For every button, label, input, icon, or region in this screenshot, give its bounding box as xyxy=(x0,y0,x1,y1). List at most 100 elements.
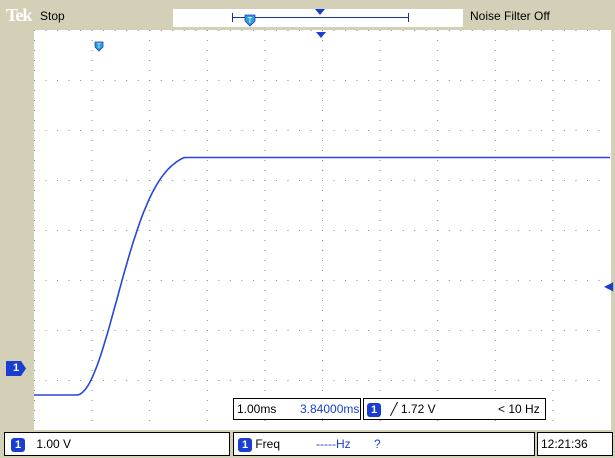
channel-badge: 1 xyxy=(11,437,25,452)
grid-dot xyxy=(149,90,151,91)
grid-dot xyxy=(552,320,554,321)
grid-dot xyxy=(103,330,105,331)
grid-dot xyxy=(552,70,554,71)
grid-dot xyxy=(552,200,554,201)
grid-dot xyxy=(586,80,588,81)
grid-dot xyxy=(379,50,381,51)
grid-dot xyxy=(529,130,531,131)
grid-dot xyxy=(298,380,300,381)
grid-dot xyxy=(322,160,323,161)
grid-dot xyxy=(552,280,554,281)
grid-dot xyxy=(379,290,381,291)
grid-dot xyxy=(91,370,93,371)
trigger-readout[interactable]: 1 ╱ 1.72 V < 10 Hz xyxy=(363,398,546,420)
grid-dot xyxy=(91,290,93,291)
grid-dot xyxy=(68,180,70,181)
grid-dot xyxy=(206,140,208,141)
grid-dot xyxy=(437,310,439,311)
grid-dot xyxy=(206,80,208,81)
grid-dot xyxy=(34,360,35,361)
grid-dot xyxy=(322,380,323,381)
grid-dot xyxy=(471,380,473,381)
grid-dot xyxy=(540,230,542,231)
grid-dot xyxy=(322,50,323,51)
grid-dot xyxy=(252,30,254,31)
grid-dot xyxy=(126,380,128,381)
grid-dot xyxy=(137,230,139,231)
grid-dot xyxy=(137,30,139,31)
grid-dot xyxy=(149,350,151,351)
grid-dot xyxy=(448,280,450,281)
grid-dot xyxy=(552,210,554,211)
grid-dot xyxy=(322,370,323,371)
grid-dot xyxy=(34,380,35,381)
noise-filter-status[interactable]: Noise Filter Off xyxy=(470,9,550,23)
grid-dot xyxy=(264,60,266,61)
grid-dot xyxy=(183,330,185,331)
grid-dot xyxy=(160,380,162,381)
channel-1-ground-marker[interactable]: 1 xyxy=(6,361,26,376)
grid-dot xyxy=(206,30,208,31)
grid-dot xyxy=(45,280,47,281)
grid-dot xyxy=(345,130,347,131)
grid-dot xyxy=(206,290,208,291)
measurement-readout[interactable]: 1 Freq -----Hz ? xyxy=(233,432,535,456)
grid-dot xyxy=(80,30,82,31)
grid-dot xyxy=(206,260,208,261)
grid-dot xyxy=(322,80,323,81)
grid-dot xyxy=(333,130,335,131)
grid-dot xyxy=(379,180,381,181)
grid-dot xyxy=(552,80,554,81)
grid-dot xyxy=(264,260,266,261)
grid-dot xyxy=(264,300,266,301)
grid-dot xyxy=(103,30,105,31)
grid-dot xyxy=(114,180,116,181)
grid-dot xyxy=(460,230,462,231)
grid-dot xyxy=(91,140,93,141)
grid-dot xyxy=(437,360,439,361)
grid-dot xyxy=(172,230,174,231)
grid-dot xyxy=(149,410,151,411)
grid-dot xyxy=(586,380,588,381)
grid-dot xyxy=(287,380,289,381)
grid-dot xyxy=(275,30,277,31)
grid-dot xyxy=(264,330,266,331)
record-window-right-cap xyxy=(408,13,409,22)
grid-dot xyxy=(437,110,439,111)
grid-dot xyxy=(529,280,531,281)
grid-dot xyxy=(103,80,105,81)
grid-dot xyxy=(552,250,554,251)
grid-dot xyxy=(241,30,243,31)
grid-dot xyxy=(149,160,151,161)
grid-dot xyxy=(91,80,93,81)
grid-dot xyxy=(494,320,496,321)
grid-dot xyxy=(310,330,312,331)
grid-dot xyxy=(137,280,139,281)
acquisition-state[interactable]: Stop xyxy=(40,9,65,23)
grid-dot xyxy=(149,340,151,341)
grid-dot xyxy=(379,260,381,261)
grid-dot xyxy=(264,240,266,241)
grid-dot xyxy=(356,280,358,281)
grid-dot xyxy=(345,180,347,181)
grid-dot xyxy=(241,80,243,81)
grid-dot xyxy=(322,220,323,221)
grid-dot xyxy=(322,200,323,201)
grid-dot xyxy=(322,40,323,41)
grid-dot xyxy=(586,130,588,131)
grid-dot xyxy=(149,150,151,151)
grid-dot xyxy=(206,320,208,321)
grid-dot xyxy=(540,80,542,81)
grid-dot xyxy=(322,250,323,251)
channel-readout[interactable]: 1 1.00 V xyxy=(4,432,230,456)
grid-dot xyxy=(34,240,35,241)
grid-dot xyxy=(517,230,519,231)
grid-dot xyxy=(494,110,496,111)
grid-dot xyxy=(540,30,542,31)
grid-dot xyxy=(437,190,439,191)
timebase-readout[interactable]: 1.00ms 3.84000ms xyxy=(233,398,361,420)
grid-dot xyxy=(206,420,208,421)
grid-dot xyxy=(563,180,565,181)
grid-dot xyxy=(494,210,496,211)
grid-dot xyxy=(45,30,47,31)
